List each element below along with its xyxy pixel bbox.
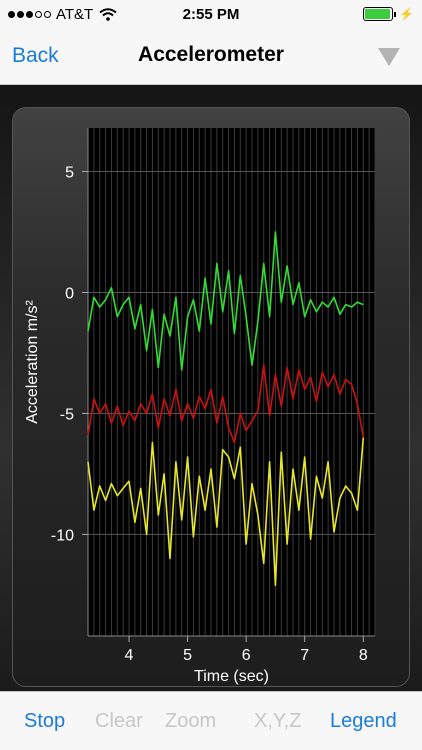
y-tick-label: 5 [65,165,74,182]
clock: 2:55 PM [182,6,240,23]
y-tick-label: -10 [51,527,74,544]
y-tick-label: 0 [65,285,74,302]
series-line-z [87,437,365,587]
x-tick-label: 8 [359,647,368,664]
x-tick-label: 4 [125,647,134,664]
clear-button[interactable]: Clear [95,710,143,732]
bottom-toolbar: Stop Clear Zoom X,Y,Z Legend [0,691,422,750]
back-button[interactable]: Back [12,44,59,67]
series-line-y [87,364,365,444]
carrier-label: AT&T [56,6,94,23]
charging-bolt-icon: ⚡ [399,7,414,21]
accelerometer-chart: 5 0 -5 -10 4 5 6 7 8 Time (sec) Acceleration m/s² [24,128,376,685]
x-tick-label: 5 [183,647,192,664]
triangle-down-icon[interactable] [378,48,400,66]
carrier-group: AT&T [8,6,117,23]
stop-button[interactable]: Stop [24,710,66,732]
navigation-bar: Back Accelerometer [0,30,422,85]
xyz-button[interactable]: X,Y,Z [254,710,302,732]
battery-level [365,9,390,19]
battery-nub [394,11,397,17]
battery-group: ⚡ [363,7,414,21]
plot-area [88,128,375,636]
x-tick-label: 6 [242,647,251,664]
zoom-button[interactable]: Zoom [165,710,217,732]
y-axis-label: Acceleration m/s² [24,300,41,424]
page-title: Accelerometer [138,43,284,66]
x-axis-label: Time (sec) [194,668,269,685]
y-tick-label: -5 [60,406,74,423]
status-bar: AT&T 2:55 PM ⚡ [0,0,422,30]
chart-panel: 5 0 -5 -10 4 5 6 7 8 Time (sec) Acceleration m/s² [12,107,410,687]
signal-strength-icon [8,11,51,18]
series-line-x [87,231,364,371]
legend-button[interactable]: Legend [330,710,397,732]
battery-icon [363,7,394,21]
x-tick-label: 7 [300,647,309,664]
content-area: 5 0 -5 -10 4 5 6 7 8 Time (sec) Acceleration m/s² [0,85,422,691]
wifi-icon [99,8,117,21]
